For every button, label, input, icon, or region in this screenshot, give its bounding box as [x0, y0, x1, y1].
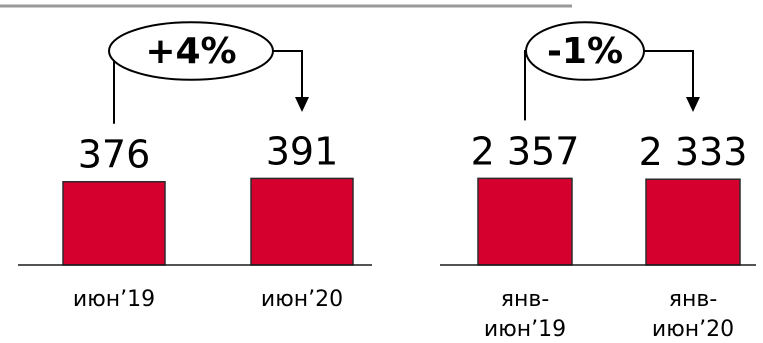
bar — [477, 177, 573, 266]
chart-panel-2: 2 357 янв-июн’19 2 333 янв-июн’20 -1% — [440, 21, 756, 342]
change-percent: -1% — [547, 31, 623, 72]
arrow-down-icon — [686, 97, 700, 112]
value-label: 2 357 — [471, 129, 580, 173]
value-label: 391 — [266, 129, 339, 173]
change-badge — [108, 21, 274, 81]
bar — [250, 177, 354, 266]
category-label: июн’20 — [261, 287, 343, 312]
value-label: 376 — [78, 133, 151, 177]
bar — [645, 178, 741, 266]
change-badge — [525, 21, 645, 81]
bar — [62, 180, 166, 266]
category-label: янв- — [669, 287, 718, 312]
arrow-down-icon — [295, 97, 309, 112]
category-label: июн’19 — [73, 287, 155, 312]
category-label: июн’20 — [652, 317, 734, 342]
category-label: июн’19 — [484, 317, 566, 342]
category-label: янв- — [501, 287, 550, 312]
chart-panel-1: 376 июн’19 391 июн’20 +4% — [18, 21, 372, 312]
value-label: 2 333 — [639, 130, 748, 174]
change-percent: +4% — [145, 31, 236, 72]
